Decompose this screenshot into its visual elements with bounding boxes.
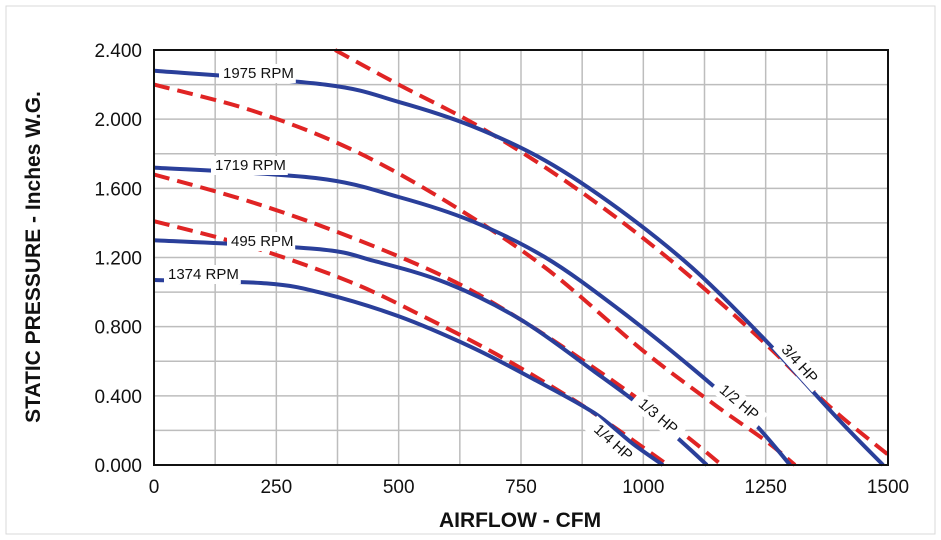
x-tick-label: 1250 (745, 477, 787, 498)
x-axis-title: AIRFLOW - CFM (439, 509, 601, 532)
grid (153, 49, 889, 466)
plot-frame (153, 49, 889, 466)
curve-label-text: 1/3 HP (635, 395, 681, 438)
curve-label-text: 3/4 HP (778, 341, 821, 386)
y-tick-label: 1.600 (94, 179, 142, 200)
curve-label: 1719 RPM (211, 156, 288, 175)
curve-labels: 1975 RPM 1719 RPM 495 RPM 1374 RPM 3/4 HP 1/2… (164, 64, 827, 470)
x-tick-label: 1000 (622, 477, 664, 498)
y-tick-label: 0.400 (94, 387, 142, 408)
hp-curve-line (334, 48, 890, 457)
curve-label: 1374 RPM (164, 265, 241, 284)
y-tick-label: 2.400 (94, 41, 142, 62)
y-tick-label: 0.800 (94, 318, 142, 339)
x-tick-label: 250 (260, 477, 292, 498)
rpm-curve-line (153, 278, 665, 467)
curve-label: 495 RPM (227, 232, 296, 251)
y-tick-label: 2.000 (94, 110, 142, 131)
curve-label-bg (164, 265, 241, 284)
curve-label-bg (584, 415, 642, 470)
x-tick-label: 0 (149, 477, 160, 498)
curve-label-bg (211, 156, 288, 175)
y-tick-label: 0.000 (94, 456, 142, 477)
x-tick-label: 750 (505, 477, 537, 498)
rpm-curves (153, 68, 885, 467)
curve-label-text: 1/2 HP (716, 381, 762, 424)
axes: 0 250 500 750 1000 1250 1500 0.000 0.400 0.800 1.2… (94, 41, 909, 498)
curve-label: 1/3 HP (628, 390, 687, 443)
curve-label-bg (709, 376, 768, 429)
chart-frame-outer (5, 5, 936, 535)
curve-label-text: 1374 RPM (168, 266, 239, 283)
curve-label-text: 495 RPM (231, 233, 294, 250)
curve-label-text: 1975 RPM (223, 65, 294, 82)
curve-label: 3/4 HP (772, 335, 827, 393)
rpm-curve-line (153, 165, 792, 467)
curve-label-bg (628, 390, 687, 443)
curve-label-bg (219, 64, 296, 83)
x-tick-label: 1500 (867, 477, 909, 498)
rpm-curve-line (153, 68, 885, 467)
curve-label: 1975 RPM (219, 64, 296, 83)
x-tick-label: 500 (383, 477, 415, 498)
hp-curve-line (153, 82, 797, 467)
hp-curve-line (153, 172, 723, 467)
y-tick-label: 1.200 (94, 249, 142, 270)
curve-label-bg (227, 232, 296, 251)
curve-label-text: 1719 RPM (215, 157, 286, 174)
y-axis-title: STATIC PRESSURE - Inches W.G. (22, 91, 45, 423)
curve-label-bg (772, 335, 827, 393)
